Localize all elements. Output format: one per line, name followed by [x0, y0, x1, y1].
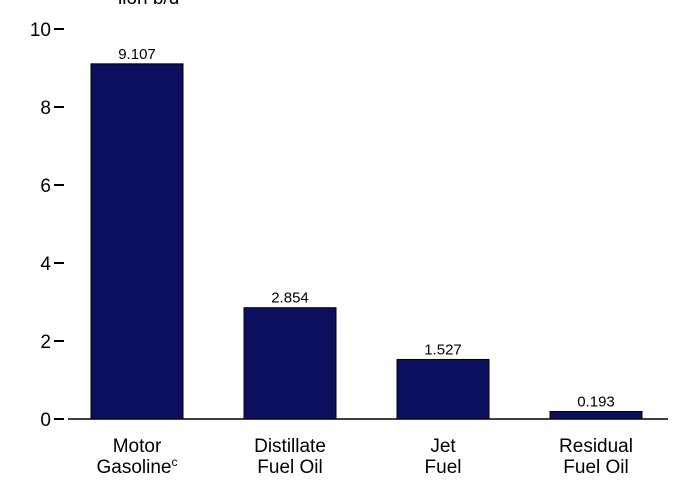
- y-tick-label: 10: [30, 20, 51, 41]
- bar-value-label: 9.107: [118, 46, 156, 63]
- category-label: Fuel Oil: [257, 457, 322, 478]
- value-labels: 9.107 2.854 1.527 0.193: [118, 46, 615, 411]
- category-label: Jet: [430, 436, 456, 457]
- category-label: Motor: [113, 436, 162, 457]
- category-label: Gasolinec: [97, 455, 178, 478]
- bar: [549, 410, 643, 420]
- category-footnote-marker: c: [172, 455, 178, 469]
- y-tick-label: 2: [40, 332, 51, 353]
- category-label: Residual: [559, 436, 633, 457]
- y-tick-label: 6: [40, 176, 51, 197]
- bar: [396, 358, 490, 420]
- bar: [90, 63, 184, 420]
- bar-value-label: 1.527: [424, 341, 462, 358]
- y-tick-label: 0: [40, 410, 51, 431]
- category-label: Fuel Oil: [563, 457, 628, 478]
- bar-value-label: 0.193: [577, 393, 615, 410]
- y-tick-label: 8: [40, 98, 51, 119]
- y-tick-label: 4: [40, 254, 51, 275]
- category-label: Fuel: [425, 457, 462, 478]
- y-axis-ticks: 0 2 4 6 8 10: [30, 20, 64, 431]
- category-label: Distillate: [254, 436, 326, 457]
- bars: [90, 63, 643, 420]
- bar-value-label: 2.854: [271, 290, 309, 307]
- bar: [243, 307, 337, 420]
- y-unit-label: lion b/d: [118, 0, 179, 9]
